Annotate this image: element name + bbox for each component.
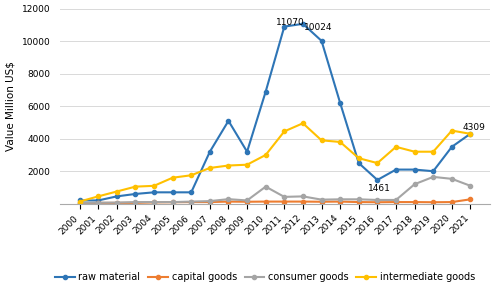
- intermediate goods: [226, 164, 232, 167]
- consumer goods: [132, 200, 138, 204]
- raw material: [170, 191, 175, 194]
- capital goods: [244, 200, 250, 203]
- intermediate goods: [393, 145, 399, 149]
- intermediate goods: [207, 166, 213, 170]
- intermediate goods: [95, 195, 101, 198]
- consumer goods: [151, 200, 157, 204]
- capital goods: [188, 200, 194, 204]
- raw material: [262, 90, 268, 93]
- intermediate goods: [76, 200, 82, 203]
- intermediate goods: [430, 150, 436, 153]
- capital goods: [393, 200, 399, 204]
- Line: raw material: raw material: [78, 22, 472, 203]
- raw material: [337, 101, 343, 105]
- capital goods: [226, 200, 232, 203]
- capital goods: [449, 200, 455, 204]
- capital goods: [412, 200, 418, 204]
- consumer goods: [412, 182, 418, 186]
- capital goods: [132, 201, 138, 205]
- raw material: [430, 169, 436, 173]
- Text: 1461: 1461: [368, 184, 391, 193]
- intermediate goods: [262, 153, 268, 157]
- intermediate goods: [170, 176, 175, 180]
- intermediate goods: [468, 132, 473, 136]
- raw material: [449, 145, 455, 149]
- raw material: [318, 39, 324, 42]
- capital goods: [282, 200, 288, 203]
- raw material: [188, 191, 194, 194]
- intermediate goods: [356, 157, 362, 160]
- capital goods: [76, 201, 82, 205]
- consumer goods: [356, 198, 362, 201]
- consumer goods: [449, 177, 455, 181]
- consumer goods: [430, 175, 436, 179]
- Y-axis label: Value Million US$: Value Million US$: [6, 61, 16, 151]
- raw material: [207, 150, 213, 153]
- consumer goods: [226, 197, 232, 201]
- raw material: [151, 191, 157, 194]
- intermediate goods: [300, 122, 306, 125]
- Line: intermediate goods: intermediate goods: [78, 121, 472, 204]
- consumer goods: [76, 201, 82, 205]
- intermediate goods: [412, 150, 418, 153]
- raw material: [226, 119, 232, 123]
- consumer goods: [95, 201, 101, 205]
- capital goods: [262, 200, 268, 203]
- Text: 10024: 10024: [304, 23, 332, 32]
- consumer goods: [393, 198, 399, 202]
- consumer goods: [244, 199, 250, 202]
- capital goods: [207, 200, 213, 204]
- consumer goods: [282, 195, 288, 199]
- intermediate goods: [282, 130, 288, 133]
- capital goods: [374, 200, 380, 204]
- Legend: raw material, capital goods, consumer goods, intermediate goods: raw material, capital goods, consumer go…: [51, 268, 479, 286]
- raw material: [95, 199, 101, 202]
- capital goods: [151, 201, 157, 204]
- intermediate goods: [244, 163, 250, 166]
- raw material: [132, 192, 138, 196]
- Line: consumer goods: consumer goods: [78, 175, 472, 205]
- capital goods: [300, 200, 306, 203]
- consumer goods: [207, 199, 213, 203]
- intermediate goods: [132, 185, 138, 188]
- consumer goods: [188, 200, 194, 203]
- intermediate goods: [114, 190, 120, 193]
- capital goods: [430, 200, 436, 204]
- Line: capital goods: capital goods: [78, 197, 472, 205]
- intermediate goods: [318, 139, 324, 142]
- capital goods: [95, 201, 101, 205]
- raw material: [468, 132, 473, 135]
- consumer goods: [170, 200, 175, 204]
- consumer goods: [114, 201, 120, 204]
- raw material: [114, 195, 120, 198]
- capital goods: [318, 200, 324, 203]
- Text: 4309: 4309: [462, 123, 485, 132]
- intermediate goods: [449, 129, 455, 132]
- consumer goods: [468, 184, 473, 188]
- capital goods: [468, 198, 473, 201]
- raw material: [76, 199, 82, 202]
- intermediate goods: [374, 161, 380, 165]
- intermediate goods: [337, 140, 343, 144]
- raw material: [356, 161, 362, 165]
- capital goods: [356, 200, 362, 204]
- raw material: [282, 25, 288, 28]
- raw material: [393, 168, 399, 171]
- raw material: [244, 150, 250, 153]
- Text: 11070: 11070: [276, 18, 304, 27]
- consumer goods: [337, 198, 343, 201]
- capital goods: [337, 200, 343, 203]
- intermediate goods: [151, 184, 157, 188]
- raw material: [300, 22, 306, 26]
- consumer goods: [300, 195, 306, 198]
- intermediate goods: [188, 173, 194, 177]
- raw material: [412, 168, 418, 171]
- consumer goods: [374, 198, 380, 202]
- consumer goods: [318, 198, 324, 201]
- capital goods: [114, 201, 120, 205]
- raw material: [374, 178, 380, 182]
- consumer goods: [262, 185, 268, 188]
- capital goods: [170, 200, 175, 204]
